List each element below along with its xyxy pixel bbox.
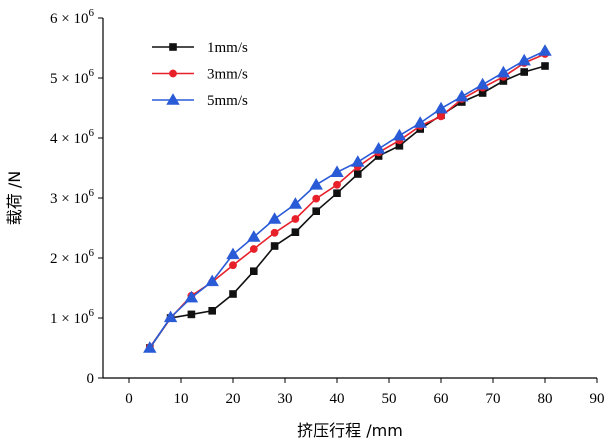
data-point: [333, 180, 341, 189]
x-tick-label: 0: [125, 391, 133, 407]
data-point: [538, 44, 552, 56]
data-point: [312, 194, 321, 203]
series-layer: [143, 44, 552, 353]
legend-label: 3mm/s: [207, 67, 248, 83]
legend-item: 5mm/s: [152, 93, 248, 109]
x-tick-label: 10: [174, 391, 189, 407]
data-point: [205, 274, 219, 287]
data-point: [187, 310, 196, 319]
data-point: [288, 197, 303, 209]
y-tick-label: 2 × 106: [50, 247, 94, 267]
data-point: [330, 165, 344, 177]
data-point: [353, 170, 362, 178]
x-axis-title: 挤压行程 /mm: [297, 421, 403, 440]
data-point: [208, 306, 216, 315]
data-point: [496, 65, 511, 78]
y-axis-title: 载荷 /N: [5, 171, 24, 225]
y-axis-ticks: 0 1 × 106 2 × 106 3 × 106 4 × 106 5 × 106 6 × …: [50, 7, 103, 387]
data-point: [247, 230, 261, 242]
data-point: [434, 101, 448, 114]
data-point: [312, 207, 321, 215]
y-tick-label: 6 × 106: [50, 7, 94, 27]
x-tick-label: 20: [226, 391, 241, 407]
x-tick-label: 80: [538, 391, 553, 407]
data-point: [229, 290, 237, 298]
legend-item: 1mm/s: [152, 40, 248, 56]
x-tick-label: 50: [382, 391, 397, 407]
series-line: [149, 53, 546, 348]
data-point: [270, 228, 279, 237]
legend-label: 5mm/s: [207, 93, 248, 109]
data-point: [392, 128, 407, 141]
x-axis-ticks: 0 10 20 30 40 50 60 70 80 90: [125, 378, 605, 407]
data-point: [184, 290, 199, 303]
x-tick-label: 60: [434, 391, 449, 407]
data-point: [229, 261, 237, 270]
data-point: [226, 247, 240, 260]
legend-marker: [166, 93, 180, 105]
data-point: [455, 89, 469, 102]
x-tick-label: 90: [590, 391, 605, 407]
legend-item: 3mm/s: [152, 67, 248, 83]
y-tick-label: 0: [87, 371, 95, 387]
data-point: [267, 212, 282, 224]
legend: 1mm/s 3mm/s 5mm/s: [152, 40, 248, 109]
legend-marker: [169, 69, 177, 78]
y-tick-label: 3 × 106: [50, 187, 94, 207]
x-tick-label: 30: [278, 391, 293, 407]
data-point: [475, 77, 490, 90]
data-point: [333, 189, 341, 197]
data-point: [413, 116, 427, 128]
y-tick-label: 4 × 106: [50, 127, 94, 147]
data-point: [371, 142, 386, 154]
data-point: [541, 62, 549, 70]
data-point: [163, 310, 178, 323]
data-point: [520, 68, 529, 76]
data-point: [437, 112, 445, 121]
x-tick-label: 70: [486, 391, 501, 407]
series-triangle: [143, 44, 552, 353]
legend-marker: [169, 43, 177, 51]
data-point: [291, 228, 300, 236]
data-point: [249, 245, 258, 253]
data-point: [351, 155, 365, 167]
data-point: [291, 215, 300, 223]
legend-label: 1mm/s: [207, 40, 248, 56]
data-point: [270, 242, 279, 250]
y-tick-label: 1 × 106: [50, 307, 94, 327]
data-point: [309, 178, 323, 190]
x-tick-label: 40: [330, 391, 345, 407]
data-point: [143, 341, 157, 353]
data-point: [517, 53, 531, 66]
y-tick-label: 5 × 106: [50, 67, 94, 87]
data-point: [250, 267, 258, 276]
